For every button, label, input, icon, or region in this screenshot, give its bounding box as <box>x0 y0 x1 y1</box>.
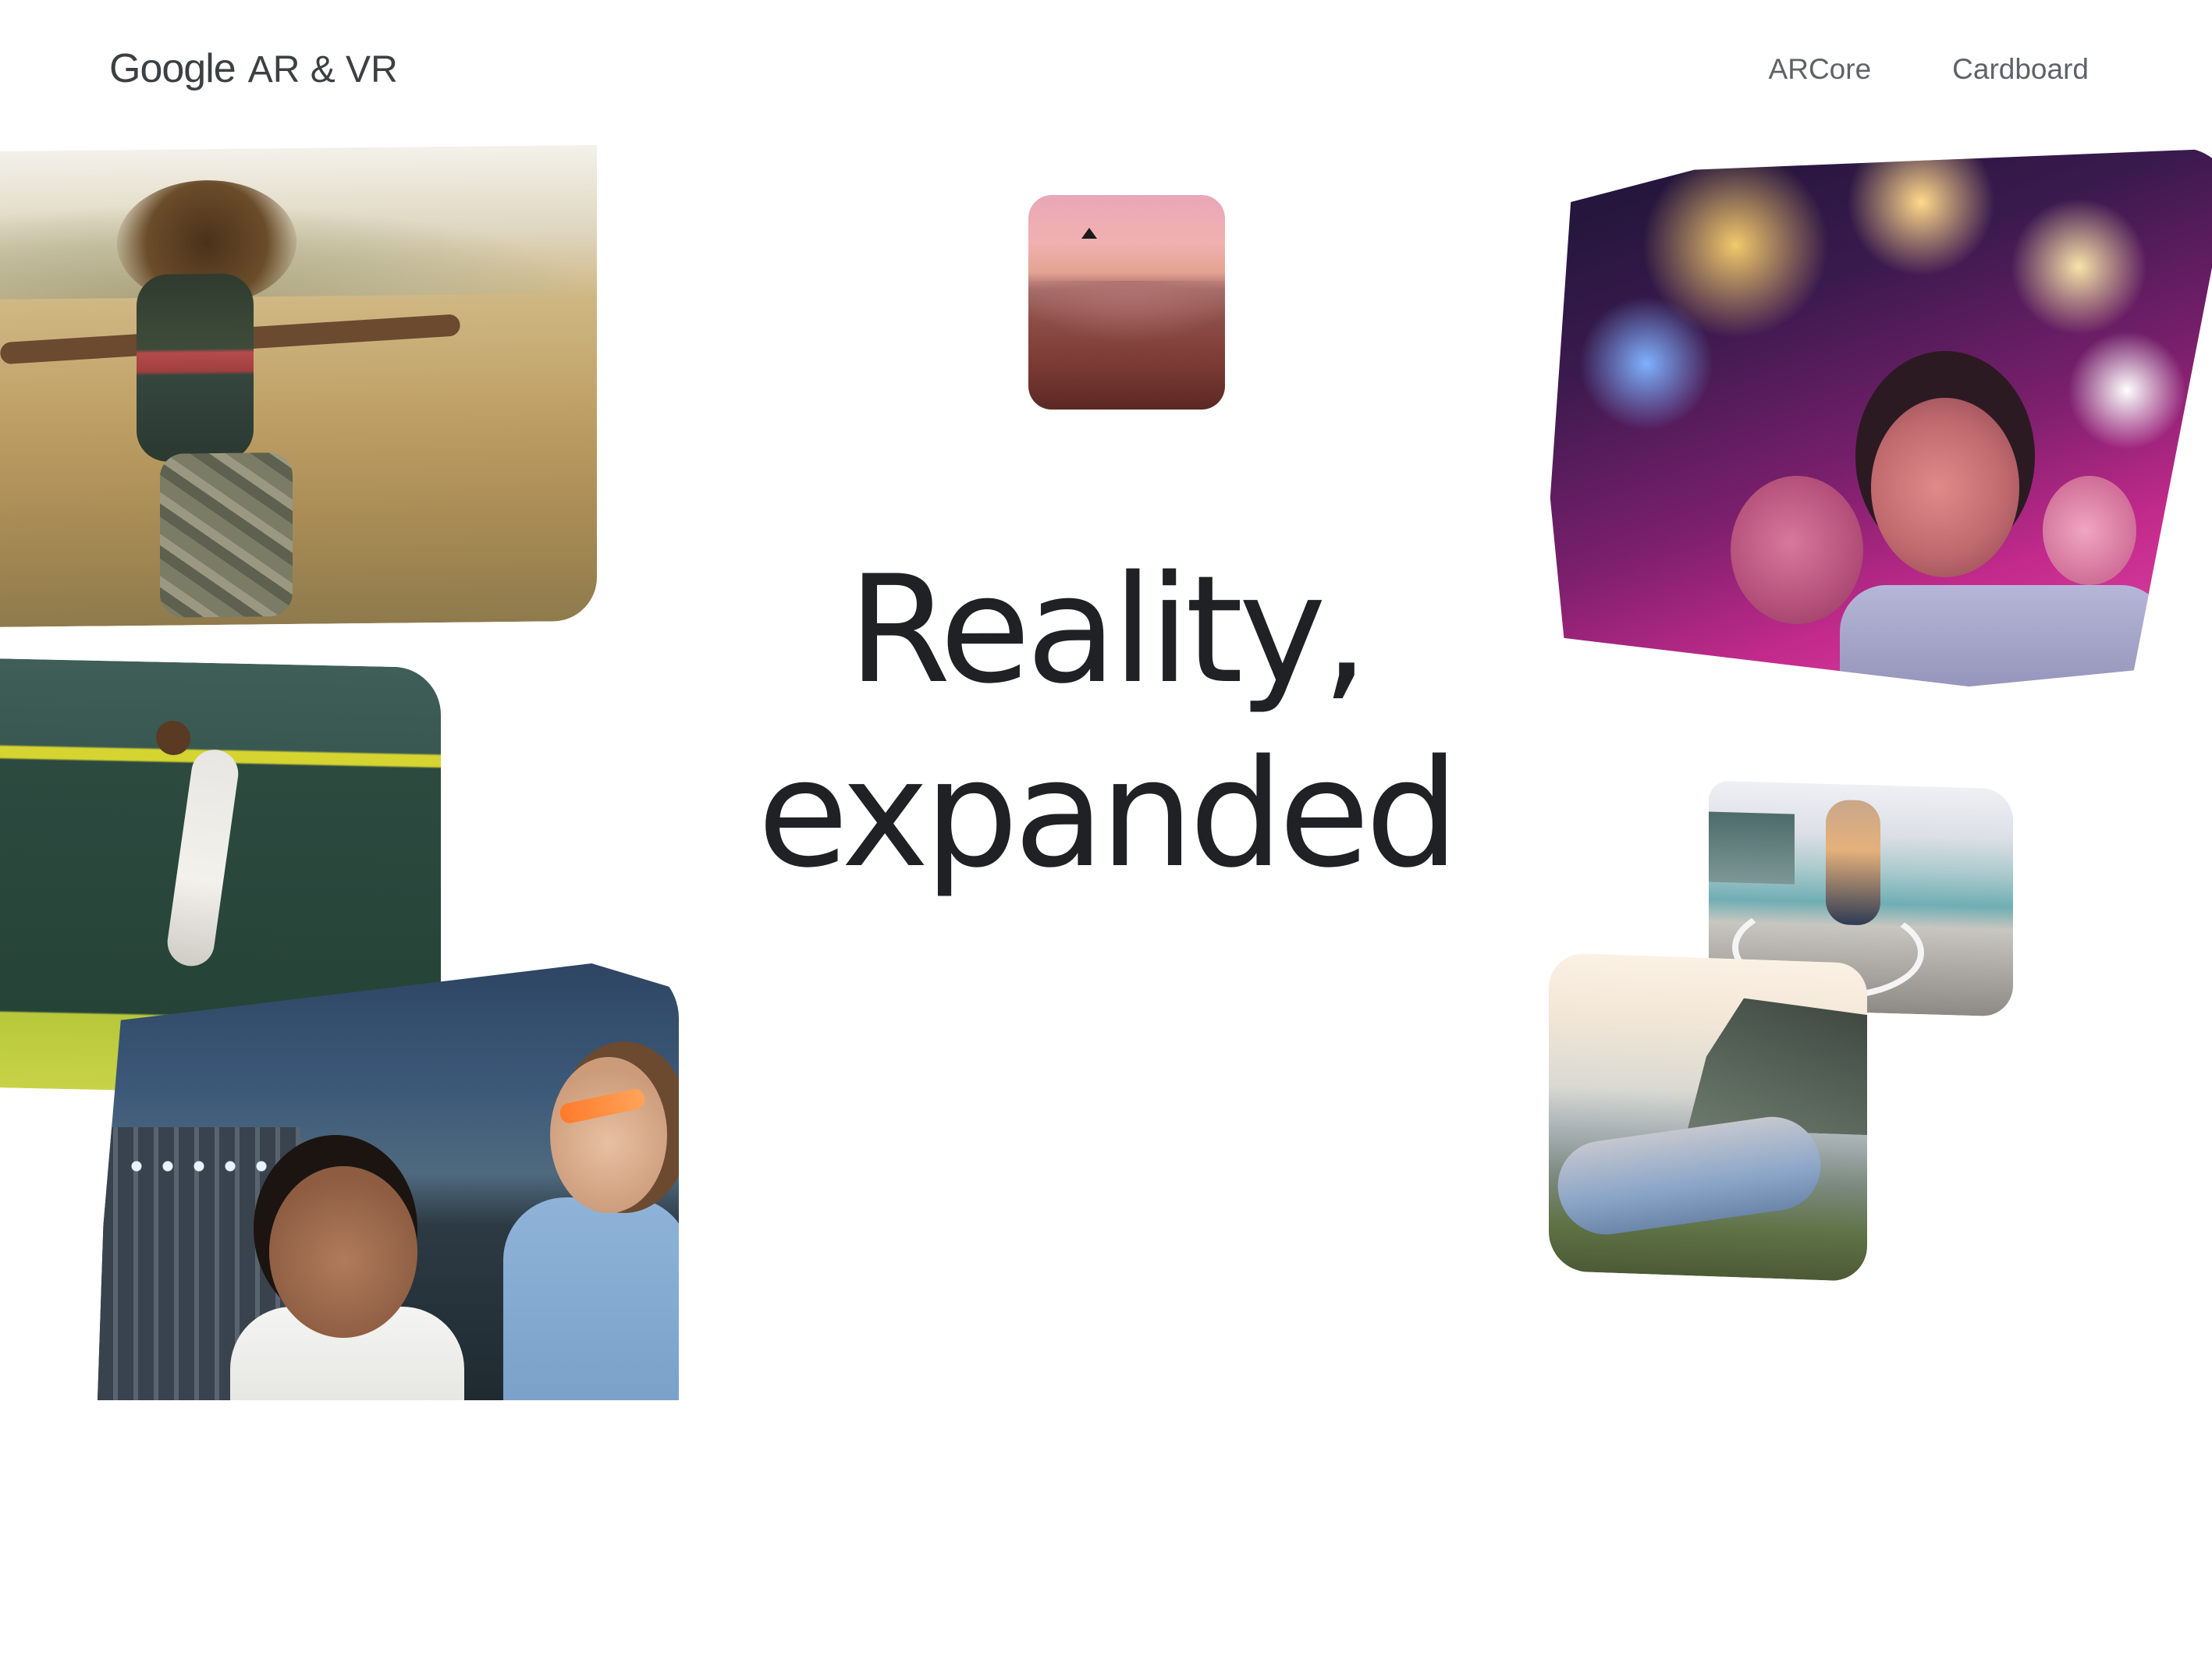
hero-headline: Reality, expanded <box>702 538 1510 906</box>
photo-field-walker <box>0 144 597 628</box>
site-header: Google AR & VR ARCore Cardboard <box>0 0 2212 148</box>
brand-product-name: AR & VR <box>247 49 398 90</box>
hero-headline-line-1: Reality, <box>847 544 1369 716</box>
photo-fireworks-selfie <box>1550 148 2212 686</box>
nav-link-arcore[interactable]: ARCore <box>1768 53 1872 85</box>
google-wordmark: Google <box>109 46 236 91</box>
photo-concert-friends <box>98 963 679 1400</box>
hero-headline-line-2: expanded <box>757 728 1460 900</box>
photo-cliff-viewers <box>1549 952 1867 1282</box>
photo-grand-canyon <box>1028 195 1225 410</box>
nav-link-cardboard[interactable]: Cardboard <box>1952 53 2089 85</box>
brand-logo-link[interactable]: Google AR & VR <box>109 45 398 95</box>
bird-icon <box>1081 228 1097 239</box>
top-nav: ARCore Cardboard <box>1769 53 2089 86</box>
